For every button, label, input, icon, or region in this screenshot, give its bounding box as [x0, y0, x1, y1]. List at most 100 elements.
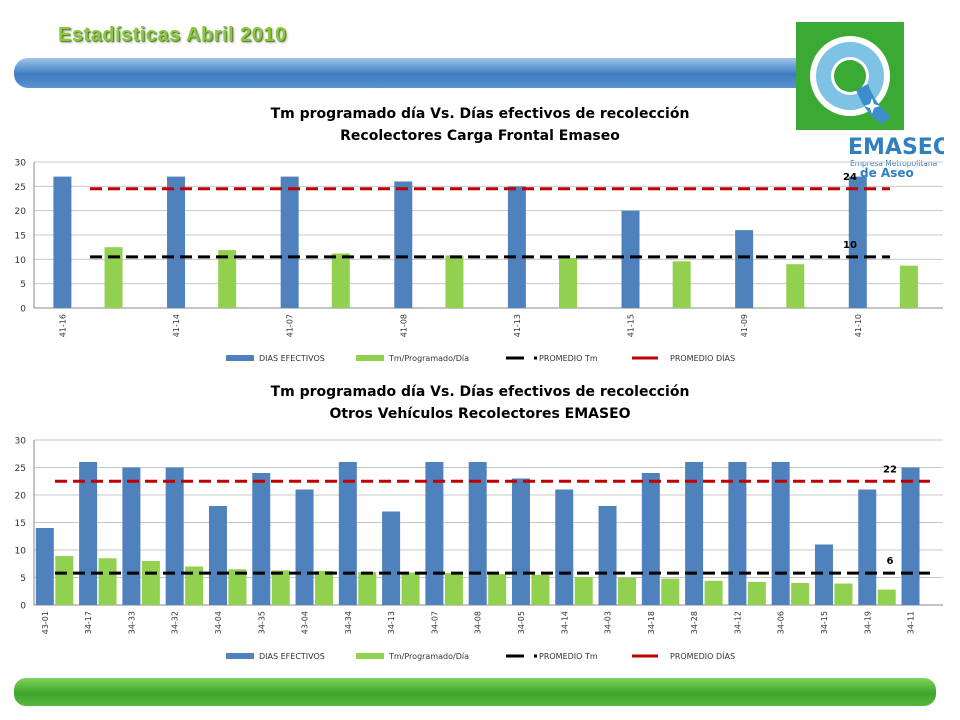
- legend-tm-programado-swatch: [356, 355, 384, 361]
- bar-tm-programado: [672, 261, 691, 308]
- bar-tm-programado: [661, 578, 680, 605]
- sparkle-icon: [864, 98, 880, 114]
- x-tick-label: 41-13: [513, 314, 522, 337]
- bar-tm-programado: [141, 561, 160, 605]
- bar-dias-efectivos: [280, 176, 299, 308]
- bar-tm-programado: [877, 589, 896, 605]
- average-label: 10: [843, 240, 857, 251]
- bar-dias-efectivos: [208, 506, 227, 605]
- chart-subtitle: Recolectores Carga Frontal Emaseo: [340, 128, 620, 144]
- bar-dias-efectivos: [735, 230, 754, 308]
- x-tick-label: 34-11: [907, 611, 916, 634]
- y-tick-label: 25: [15, 183, 26, 193]
- x-tick-label: 34-14: [560, 611, 569, 634]
- average-label: 22: [883, 464, 897, 475]
- chart-legend: DIAS EFECTIVOS Tm/Programado/Día PROMEDIO …: [226, 352, 735, 363]
- legend-promedio-tm-dot: [534, 356, 537, 360]
- logo-subtitle-1: Empresa Metropolitana: [850, 159, 937, 168]
- bar-dias-efectivos: [511, 478, 530, 605]
- chart-subtitle: Otros Vehículos Recolectores EMASEO: [329, 406, 630, 422]
- bar-tm-programado: [444, 573, 463, 605]
- x-tick-label: 34-03: [604, 611, 613, 634]
- y-tick-label: 5: [20, 280, 26, 290]
- chart-carga-frontal: Tm programado día Vs. Días efectivos de …: [15, 106, 943, 363]
- bar-tm-programado: [218, 250, 237, 308]
- bar-tm-programado: [271, 570, 290, 605]
- x-tick-label: 41-15: [627, 314, 636, 337]
- bar-tm-programado: [315, 570, 334, 605]
- x-tick-label: 43-04: [301, 611, 310, 634]
- x-tick-label: 34-28: [690, 611, 699, 634]
- x-tick-label: 43-01: [41, 611, 50, 634]
- bar-tm-programado: [899, 265, 918, 308]
- x-tick-label: 34-34: [344, 611, 353, 634]
- x-tick-label: 34-18: [647, 611, 656, 634]
- y-tick-label: 20: [15, 207, 27, 217]
- bar-dias-efectivos: [122, 467, 141, 605]
- legend-dias-efectivos-label: DIAS EFECTIVOS: [259, 652, 325, 661]
- bar-tm-programado: [104, 247, 123, 308]
- x-tick-label: 41-14: [172, 314, 181, 337]
- legend-dias-efectivos-swatch: [226, 653, 254, 659]
- y-tick-label: 10: [15, 547, 27, 557]
- bar-tm-programado: [834, 583, 853, 605]
- bar-tm-programado: [488, 574, 507, 605]
- legend-dias-efectivos-label: DIAS EFECTIVOS: [259, 354, 325, 363]
- bar-dias-efectivos: [252, 473, 271, 605]
- bar-dias-efectivos: [555, 489, 574, 605]
- legend-promedio-tm-label: PROMEDIO Tm: [539, 652, 598, 661]
- x-tick-label: 41-09: [740, 314, 749, 337]
- legend-tm-programado-label: Tm/Programado/Día: [388, 652, 469, 661]
- bar-tm-programado: [401, 572, 420, 605]
- bar-dias-efectivos: [848, 176, 867, 308]
- x-tick-label: 34-35: [257, 611, 266, 634]
- average-label: 24: [843, 172, 857, 183]
- x-tick-label: 34-06: [777, 611, 786, 634]
- y-tick-label: 0: [20, 305, 26, 315]
- bar-dias-efectivos: [901, 467, 920, 605]
- bar-tm-programado: [331, 253, 350, 308]
- y-tick-label: 30: [15, 437, 27, 447]
- y-tick-label: 15: [15, 519, 26, 529]
- x-tick-label: 34-15: [820, 611, 829, 634]
- bar-tm-programado: [786, 264, 805, 308]
- x-tick-label: 41-08: [399, 314, 408, 337]
- footer-bar: [14, 678, 936, 706]
- bar-dias-efectivos: [425, 462, 444, 605]
- bar-tm-programado: [445, 255, 464, 308]
- chart-otros-vehiculos: Tm programado día Vs. Días efectivos de …: [15, 384, 943, 661]
- bar-dias-efectivos: [167, 176, 186, 308]
- chart-legend: DIAS EFECTIVOS Tm/Programado/Día PROMEDIO …: [226, 650, 735, 661]
- bar-dias-efectivos: [858, 489, 877, 605]
- bar-tm-programado: [574, 576, 593, 605]
- bar-tm-programado: [98, 558, 117, 605]
- header-bar: [14, 58, 814, 88]
- legend-tm-programado-label: Tm/Programado/Día: [388, 354, 469, 363]
- x-tick-label: 41-10: [854, 314, 863, 337]
- x-tick-label: 34-19: [863, 611, 872, 634]
- legend-dias-efectivos-swatch: [226, 355, 254, 361]
- y-tick-label: 10: [15, 256, 27, 266]
- legend-promedio-dias-label: PROMEDIO DÍAS: [670, 352, 735, 363]
- bar-dias-efectivos: [53, 176, 72, 308]
- legend-promedio-tm-dot: [534, 654, 537, 658]
- logo-subtitle-2: de Aseo: [860, 166, 914, 180]
- bar-tm-programado: [559, 257, 578, 308]
- x-tick-label: 34-08: [474, 611, 483, 634]
- plot-area: 0 5 10 15 20 25 30 41-16 41-14 41-07 41-08 41-13 41-…: [15, 159, 943, 337]
- bar-tm-programado: [747, 581, 766, 605]
- bar-tm-programado: [228, 569, 247, 605]
- logo-name: EMASEO: [848, 135, 944, 160]
- bar-dias-efectivos: [771, 462, 790, 605]
- bar-dias-efectivos: [598, 506, 617, 605]
- bar-tm-programado: [55, 556, 74, 605]
- bar-dias-efectivos: [295, 489, 314, 605]
- bar-tm-programado: [791, 583, 810, 605]
- x-tick-label: 41-07: [286, 314, 295, 337]
- bar-tm-programado: [185, 566, 204, 605]
- y-tick-label: 20: [15, 492, 27, 502]
- bar-dias-efectivos: [685, 462, 704, 605]
- legend-promedio-tm-label: PROMEDIO Tm: [539, 354, 598, 363]
- bar-dias-efectivos: [35, 528, 54, 605]
- page-title: Estadísticas Abril 2010: [58, 24, 287, 46]
